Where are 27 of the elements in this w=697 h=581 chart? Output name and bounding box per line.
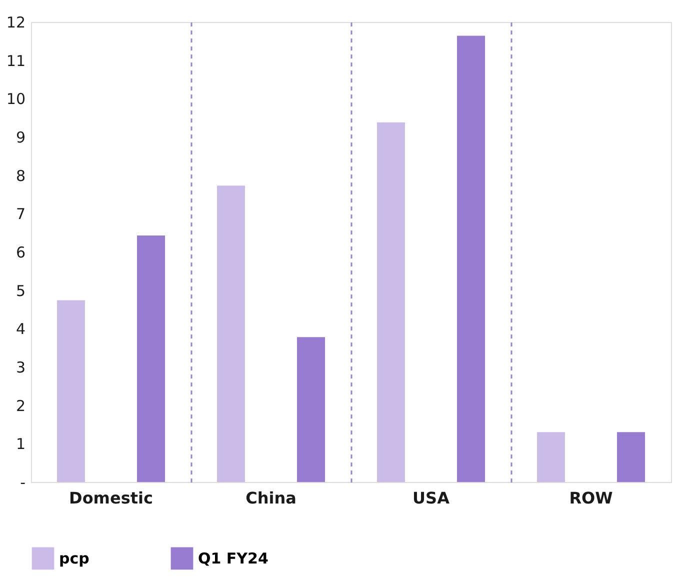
y-tick-label: 9 [16, 128, 26, 146]
y-tick-label: 4 [16, 320, 26, 338]
legend-label: Q1 FY24 [198, 549, 268, 568]
legend-label: pcp [59, 549, 90, 568]
y-tick-label: 2 [16, 396, 26, 415]
x-tick-label: USA [412, 488, 450, 508]
bar [297, 337, 325, 482]
y-tick-label: 8 [16, 166, 26, 185]
bar [57, 300, 85, 482]
x-tick-label: ROW [569, 488, 614, 508]
y-tick-label: 10 [6, 90, 26, 108]
bar [217, 186, 245, 482]
y-tick-label: 11 [6, 52, 26, 70]
bar [457, 36, 485, 482]
y-tick-label: 5 [16, 282, 26, 300]
bar [377, 122, 405, 482]
y-tick-label: 1 [16, 435, 26, 454]
y-tick-label: 6 [16, 244, 26, 262]
bar [617, 432, 645, 482]
y-tick-label: 3 [16, 358, 26, 376]
bar [537, 432, 565, 482]
y-tick-label: - [20, 474, 26, 492]
y-tick-label: 12 [6, 14, 26, 32]
x-tick-label: China [246, 488, 296, 508]
x-tick-label: Domestic [69, 488, 153, 508]
bar [137, 236, 165, 482]
y-tick-label: 7 [16, 205, 26, 224]
